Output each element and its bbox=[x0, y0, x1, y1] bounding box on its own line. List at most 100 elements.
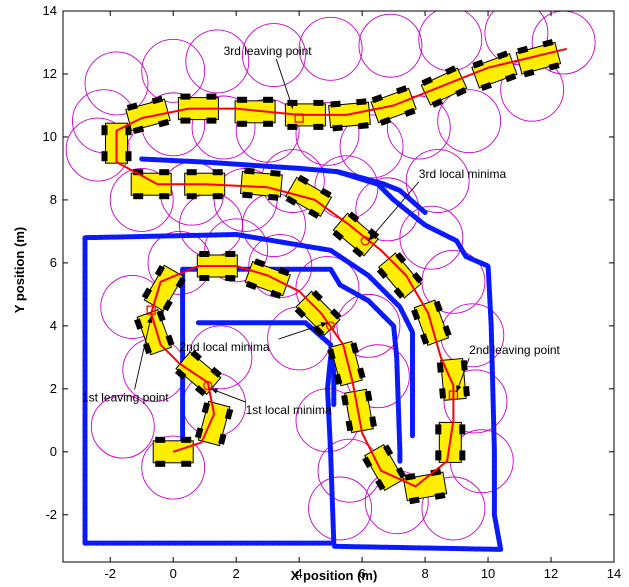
leaving-point-marker bbox=[146, 305, 156, 315]
annotation-label: 2nd local minima bbox=[179, 340, 269, 354]
leaving-point-marker bbox=[294, 113, 304, 123]
robot-wheel bbox=[444, 65, 457, 76]
robot-wheel bbox=[357, 367, 366, 379]
robot-body bbox=[175, 351, 222, 396]
robot-wheel bbox=[101, 151, 108, 162]
robot-wheel bbox=[352, 246, 364, 258]
robot-wheel bbox=[436, 362, 444, 373]
robot-wheel bbox=[345, 420, 354, 432]
robot-pose bbox=[285, 174, 333, 219]
robot-wheel bbox=[237, 96, 248, 103]
robot-wheel bbox=[439, 388, 447, 399]
robot-wheel bbox=[125, 125, 132, 136]
robot-wheel bbox=[421, 76, 433, 87]
wall-segment bbox=[195, 320, 337, 408]
annotations-layer: 3rd leaving point 3rd local minima 2nd loc… bbox=[82, 44, 561, 417]
robot-wheel bbox=[155, 460, 166, 467]
sensor-circle bbox=[437, 89, 502, 154]
annotation-arrow-line bbox=[134, 316, 152, 390]
robot-wheel bbox=[194, 427, 204, 439]
robot-wheel bbox=[159, 169, 170, 176]
y-tick-label: 2 bbox=[50, 381, 57, 396]
annotation-arrow-head bbox=[288, 101, 294, 109]
robot-wheel bbox=[517, 45, 529, 55]
annotation-label: 2nd leaving point bbox=[469, 343, 560, 357]
robot-wheel bbox=[186, 169, 197, 176]
robot-wheel bbox=[362, 456, 373, 469]
plot-area bbox=[65, 11, 596, 552]
plot-frame bbox=[62, 10, 615, 563]
y-tick-label: 6 bbox=[50, 255, 57, 270]
robot-wheel bbox=[158, 118, 170, 128]
sensor-circle bbox=[358, 13, 423, 78]
robot-pose bbox=[239, 167, 283, 201]
robot-wheel bbox=[237, 120, 248, 127]
wall-segment bbox=[334, 169, 428, 215]
sensor-circle bbox=[295, 101, 360, 166]
robot-wheel bbox=[311, 289, 323, 302]
robot-wheel bbox=[320, 187, 332, 199]
robot-wheel bbox=[242, 191, 253, 199]
y-tick-label: 14 bbox=[43, 3, 57, 18]
robot-wheel bbox=[263, 96, 274, 103]
robot-wheel bbox=[159, 193, 170, 200]
annotation-arrow-head bbox=[147, 316, 153, 324]
robot-wheel bbox=[165, 334, 175, 347]
sensor-circle bbox=[90, 394, 155, 459]
robot-wheel bbox=[371, 94, 384, 104]
wall-segment bbox=[82, 354, 337, 546]
robot-wheel bbox=[332, 124, 343, 132]
robot-wheel bbox=[435, 424, 442, 435]
robot-wheel bbox=[218, 433, 227, 445]
robot-wheel bbox=[180, 117, 191, 124]
robot-wheel bbox=[369, 416, 377, 428]
robot-wheel bbox=[333, 373, 343, 385]
robot-body bbox=[143, 264, 185, 312]
sensor-circle bbox=[185, 29, 250, 94]
robot-pose bbox=[234, 96, 276, 127]
robot-wheel bbox=[356, 98, 367, 106]
robot-wheel bbox=[297, 174, 310, 186]
robot-wheel bbox=[442, 325, 452, 337]
sensor-circle bbox=[65, 117, 130, 182]
robot-wheel bbox=[224, 408, 234, 420]
robot-wheel bbox=[263, 120, 274, 127]
robot-wheel bbox=[404, 473, 416, 481]
sensor-circle bbox=[191, 95, 256, 160]
x-tick-label: 14 bbox=[607, 566, 621, 581]
robot-wheel bbox=[141, 287, 153, 300]
wall-segment bbox=[82, 232, 415, 546]
x-tick-label: -2 bbox=[104, 566, 116, 581]
robot-wheel bbox=[101, 125, 108, 136]
x-tick-label: 6 bbox=[358, 566, 365, 581]
robot-wheel bbox=[294, 306, 306, 319]
annotation-arrow-head bbox=[320, 322, 328, 328]
annotation-arrow-line bbox=[278, 322, 328, 340]
sensor-circle bbox=[418, 11, 483, 72]
robot-wheel bbox=[358, 122, 369, 130]
annotation-label: 1st local minima bbox=[246, 403, 332, 417]
robot-wheel bbox=[496, 50, 509, 60]
robot-wheel bbox=[548, 62, 560, 71]
robot-wheel bbox=[347, 211, 360, 223]
annotation-label: 1st leaving point bbox=[82, 390, 169, 404]
sensor-circle bbox=[405, 149, 470, 213]
robot-wheel bbox=[194, 385, 207, 397]
annotation-arrow-head bbox=[368, 234, 375, 241]
annotation-arrow-head bbox=[210, 388, 218, 394]
sensor-circle bbox=[308, 476, 373, 541]
annotation-label: 3rd local minima bbox=[419, 167, 507, 181]
robot-wheel bbox=[313, 99, 324, 106]
robot-body bbox=[402, 471, 448, 502]
robot-wheel bbox=[420, 333, 430, 345]
y-tick-label: 12 bbox=[43, 66, 57, 81]
sensor-circle bbox=[242, 23, 306, 88]
robot-wheel bbox=[404, 107, 416, 117]
x-tick-label: 2 bbox=[233, 566, 240, 581]
robot-wheel bbox=[133, 193, 144, 200]
robot-wheel bbox=[132, 125, 145, 135]
trajectory-line bbox=[115, 47, 568, 488]
robot-wheel bbox=[364, 390, 373, 402]
robot-body bbox=[377, 252, 422, 299]
sensor-circle bbox=[141, 38, 206, 103]
